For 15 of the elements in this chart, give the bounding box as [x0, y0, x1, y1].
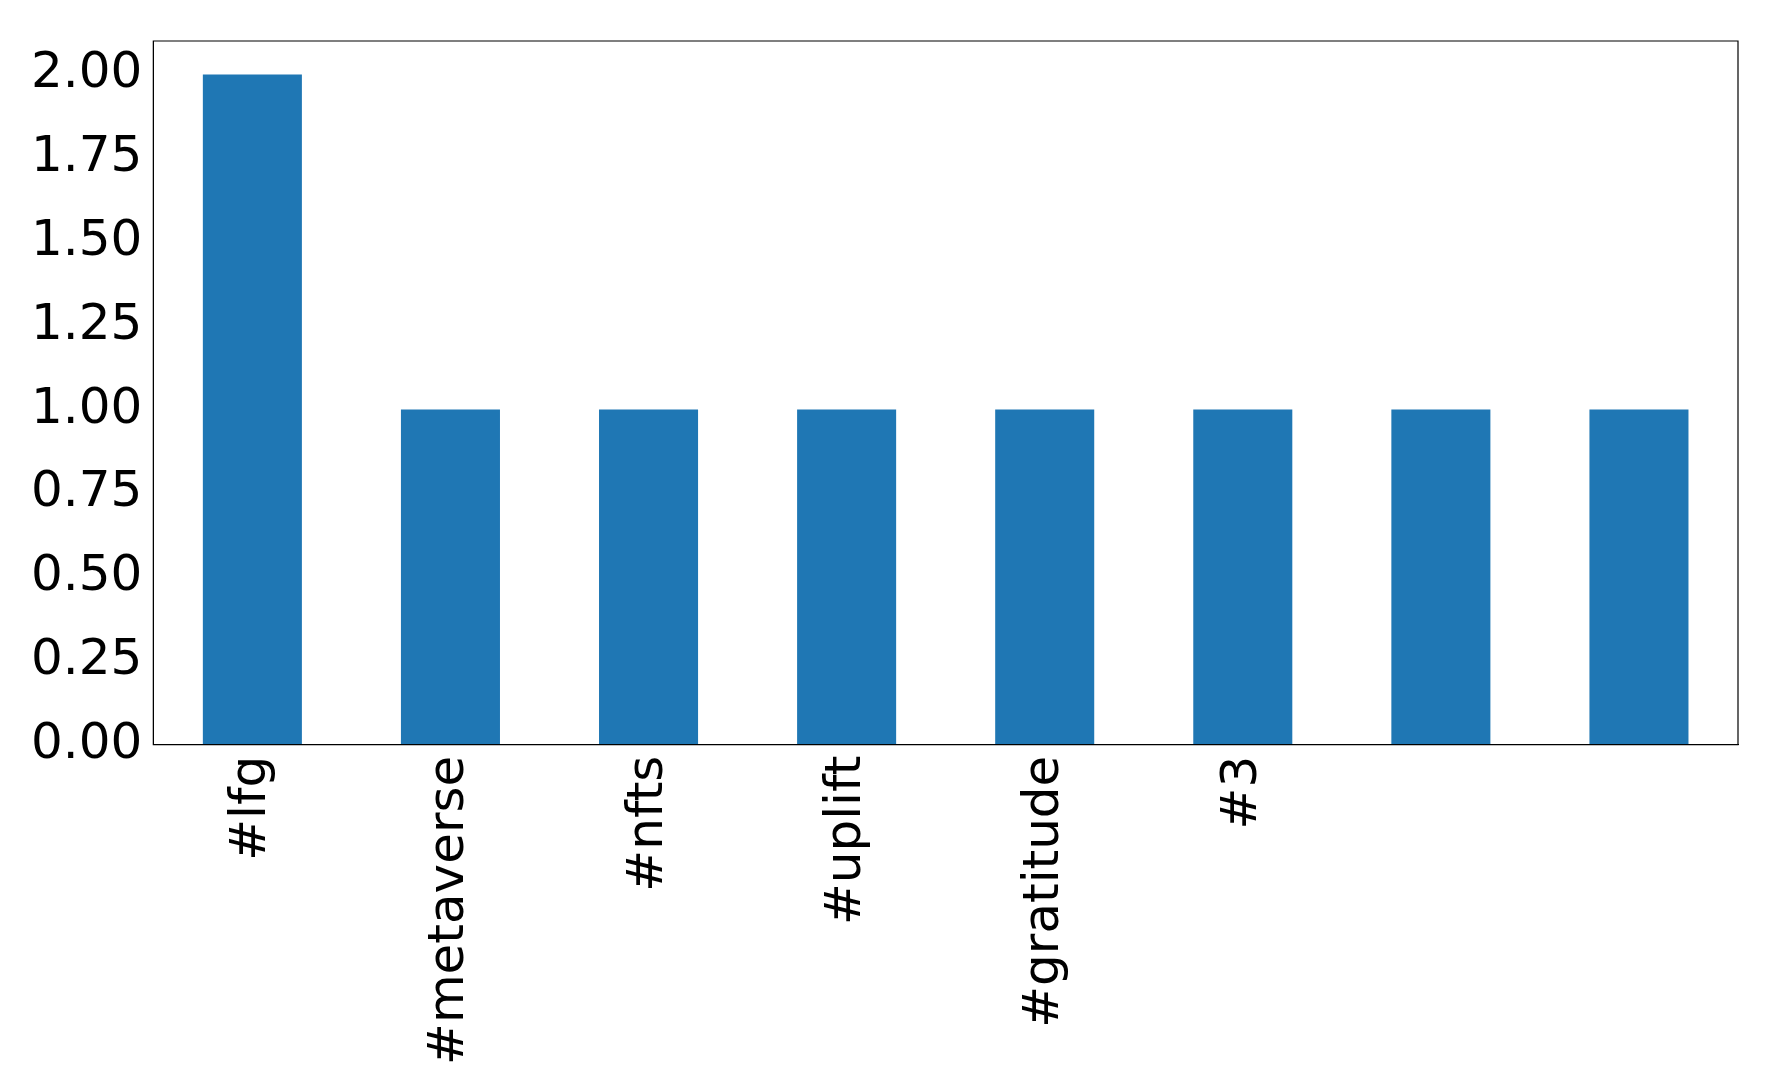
y-tick-label: 0.75	[31, 460, 143, 519]
y-tick-label: 1.00	[31, 376, 143, 435]
y-tick-label: 1.25	[31, 292, 143, 351]
y-tick-label: 0.50	[31, 544, 143, 603]
x-tick-label: #uplift	[813, 755, 872, 926]
x-tick-label: #lfg	[219, 755, 278, 861]
y-tick-label: 0.00	[31, 711, 143, 770]
x-tick-label: #metaverse	[417, 755, 476, 1065]
x-tick-label: #nfts	[615, 755, 674, 892]
y-tick-label: 0.25	[31, 627, 143, 686]
y-tick-label: 1.50	[31, 209, 143, 268]
x-tick-label: #3	[1209, 755, 1268, 830]
y-tick-label: 2.00	[31, 41, 143, 100]
y-tick-label: 1.75	[31, 125, 143, 184]
x-tick-label: #gratitude	[1011, 755, 1070, 1028]
